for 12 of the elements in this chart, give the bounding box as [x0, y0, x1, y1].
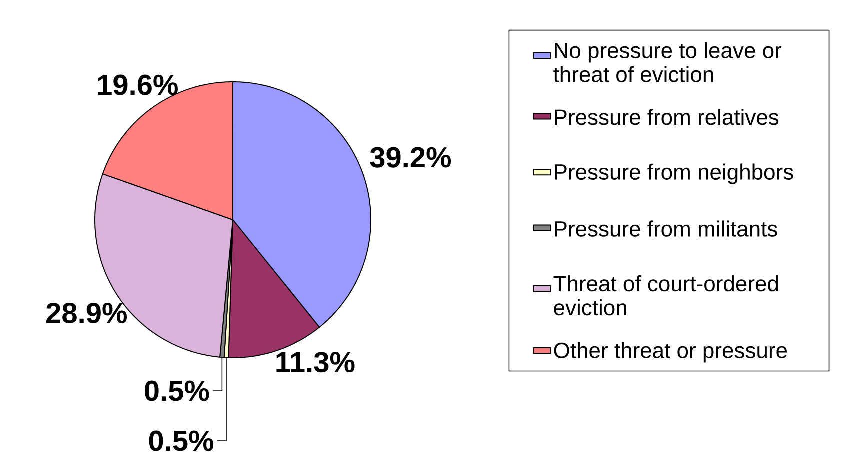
legend-label: Pressure from militants — [555, 220, 778, 237]
legend-label: Pressure from relatives — [555, 109, 779, 126]
legend-label: Pressure from neighbors — [555, 164, 794, 184]
legend-label: Threat of court-ordered eviction — [554, 276, 778, 316]
data-label: 0.5% — [145, 380, 210, 402]
legend-label: No pressure to leave or threat of eviction — [554, 42, 782, 82]
data-label: 0.5% — [149, 430, 214, 452]
data-label: 19.6% — [98, 74, 178, 96]
legend-label: Other threat or pressure — [554, 342, 788, 363]
data-label: 28.9% — [46, 302, 127, 324]
data-label: 39.2% — [370, 147, 452, 168]
data-label: 11.3% — [276, 352, 355, 373]
